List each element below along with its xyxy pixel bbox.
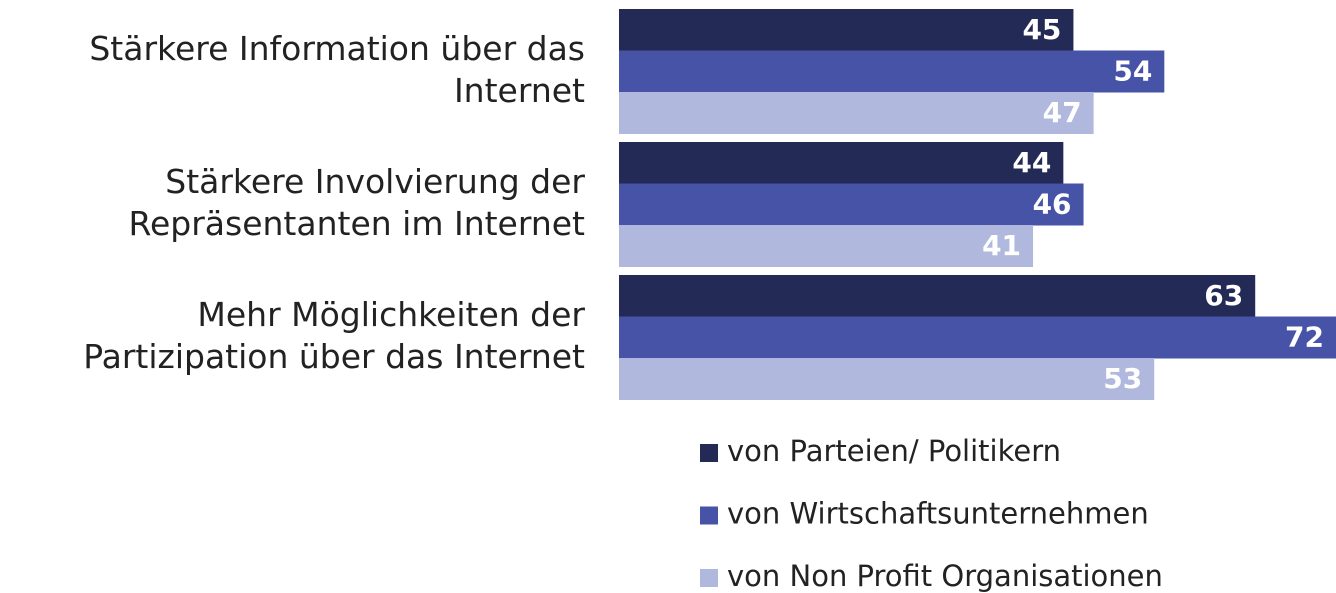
bar: [619, 275, 1256, 317]
legend-label: von Parteien/ Politikern: [727, 434, 1061, 468]
legend-swatch: [700, 569, 718, 587]
category-label: Repräsentanten im Internet: [129, 204, 586, 243]
bar: [619, 142, 1064, 184]
value-label: 72: [1285, 320, 1324, 353]
bar: [619, 225, 1034, 267]
value-label: 47: [1043, 96, 1082, 129]
value-label: 45: [1022, 13, 1061, 46]
bar: [619, 92, 1094, 134]
category-label: Partizipation über das Internet: [83, 337, 585, 376]
legend-swatch: [700, 444, 718, 462]
category-label: Stärkere Involvierung der: [165, 162, 585, 201]
value-label: 44: [1012, 146, 1051, 179]
category-label: Internet: [454, 71, 585, 110]
legend-label: von Wirtschaftsunternehmen: [727, 497, 1149, 531]
value-label: 41: [982, 229, 1021, 262]
bar: [619, 9, 1074, 51]
category-label: Mehr Möglichkeiten der: [197, 295, 585, 334]
bar: [619, 183, 1084, 226]
value-label: 46: [1033, 187, 1072, 220]
legend-label: von Non Profit Organisationen: [727, 559, 1163, 593]
category-label: Stärkere Information über das: [89, 29, 585, 68]
bar: [619, 358, 1155, 400]
value-label: 54: [1113, 54, 1152, 87]
value-label: 53: [1103, 362, 1142, 395]
bar: [619, 316, 1336, 359]
value-label: 63: [1204, 279, 1243, 312]
legend-swatch: [700, 506, 718, 525]
bar: [619, 50, 1165, 93]
